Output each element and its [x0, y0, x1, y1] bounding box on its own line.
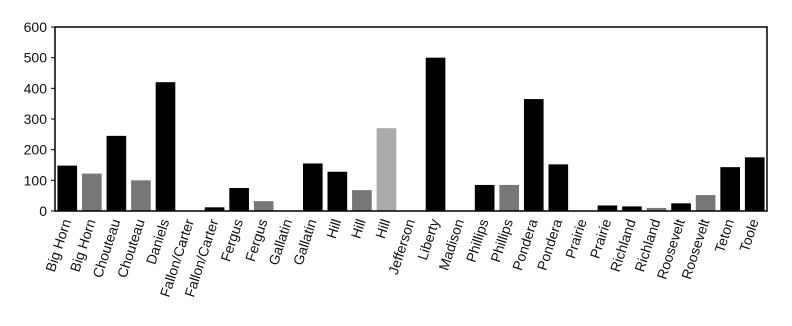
bar: [695, 195, 716, 211]
x-tick-label: Liberty: [414, 217, 442, 262]
y-tick-label: 500: [24, 50, 48, 66]
bar: [646, 207, 667, 211]
bar: [376, 128, 397, 211]
bar: [229, 188, 249, 211]
bar: [327, 171, 348, 211]
bar: [204, 207, 225, 211]
bar: [131, 180, 151, 211]
bar: [597, 205, 618, 211]
y-tick-label: 300: [24, 111, 48, 127]
bar: [253, 201, 274, 211]
bar: [548, 164, 569, 211]
x-tick-label: Prairie: [587, 217, 615, 261]
y-tick-label: 100: [24, 172, 48, 188]
bar: [622, 206, 642, 211]
x-tick-label: Hill: [372, 217, 393, 240]
y-tick-label: 400: [24, 80, 48, 96]
bar: [671, 203, 691, 211]
x-tick-label: Toole: [736, 217, 762, 254]
x-tick-label: Hill: [348, 217, 369, 240]
bar: [499, 184, 520, 211]
bar: [106, 135, 127, 211]
y-tick-label: 200: [24, 142, 48, 158]
y-tick-label: 0: [39, 203, 47, 219]
bar: [155, 82, 176, 211]
bar: [744, 157, 765, 211]
plot-frame: [54, 26, 768, 212]
y-tick-label: 600: [24, 19, 48, 35]
bar: [57, 165, 78, 211]
bar: [523, 99, 544, 211]
bar: [474, 184, 495, 211]
x-tick-label: Prairie: [562, 217, 590, 261]
bar: [82, 173, 102, 211]
bar: [352, 190, 372, 211]
bar: [720, 167, 740, 211]
bar: [425, 57, 446, 211]
bar: [302, 163, 323, 211]
x-tick-label: Hill: [323, 217, 344, 240]
x-tick-label: Teton: [711, 217, 737, 255]
